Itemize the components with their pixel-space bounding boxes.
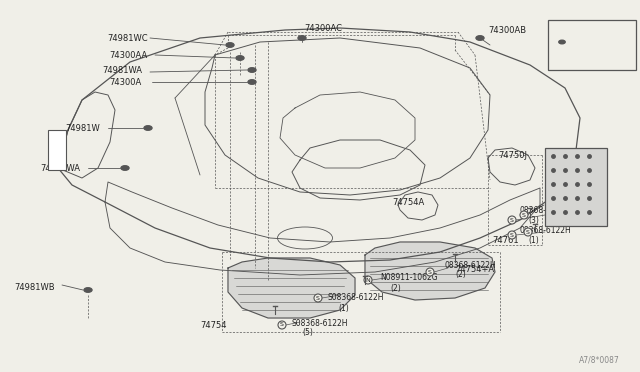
Text: S: S — [526, 230, 530, 234]
Polygon shape — [228, 258, 355, 318]
Text: 74300AB: 74300AB — [488, 26, 526, 35]
Circle shape — [364, 276, 372, 284]
Text: 08368-6122H: 08368-6122H — [520, 205, 572, 215]
Bar — [548, 20, 636, 70]
Circle shape — [508, 216, 516, 224]
Text: 74300AC: 74300AC — [304, 23, 342, 32]
Text: (5): (5) — [302, 328, 313, 337]
Text: (1): (1) — [338, 304, 349, 312]
Ellipse shape — [236, 56, 244, 60]
Text: N08911-1062G: N08911-1062G — [380, 273, 438, 282]
Text: (3): (3) — [528, 215, 539, 224]
Text: 74300A: 74300A — [109, 77, 142, 87]
Text: S08368-6122H: S08368-6122H — [292, 318, 349, 327]
Text: A7/8*0087: A7/8*0087 — [579, 356, 620, 365]
Circle shape — [314, 294, 322, 302]
Circle shape — [508, 231, 516, 239]
Text: -74981WD: -74981WD — [574, 38, 614, 46]
Text: (2): (2) — [455, 270, 466, 279]
Text: 74761: 74761 — [492, 235, 518, 244]
Text: (2): (2) — [390, 283, 401, 292]
Text: 74754+A: 74754+A — [455, 266, 494, 275]
Text: S: S — [428, 269, 432, 275]
Text: 74754: 74754 — [200, 321, 227, 330]
Circle shape — [426, 268, 434, 276]
Text: 08368-6122H: 08368-6122H — [520, 225, 572, 234]
Ellipse shape — [84, 288, 92, 292]
Text: S: S — [522, 212, 526, 218]
Text: 74300AA: 74300AA — [109, 51, 148, 60]
Text: 74754A: 74754A — [392, 198, 424, 206]
Text: 74750J: 74750J — [498, 151, 527, 160]
Ellipse shape — [226, 43, 234, 47]
Text: 74781: 74781 — [548, 164, 575, 173]
Polygon shape — [365, 242, 495, 300]
Circle shape — [524, 228, 532, 236]
Ellipse shape — [298, 36, 306, 40]
Text: S: S — [510, 232, 514, 237]
Bar — [545, 148, 607, 226]
Circle shape — [278, 321, 286, 329]
Bar — [48, 130, 66, 170]
Text: 74981WA: 74981WA — [102, 65, 142, 74]
Text: (1): (1) — [528, 235, 539, 244]
Text: 74981WA: 74981WA — [40, 164, 80, 173]
Text: S08368-6122H: S08368-6122H — [328, 294, 385, 302]
Text: 74981WB: 74981WB — [14, 283, 55, 292]
Text: 08368-6122H: 08368-6122H — [445, 260, 497, 269]
Text: N: N — [365, 278, 371, 282]
Ellipse shape — [559, 40, 565, 44]
Ellipse shape — [248, 68, 256, 72]
Text: S: S — [316, 295, 320, 301]
Ellipse shape — [248, 80, 256, 84]
Text: S: S — [510, 218, 514, 222]
Text: 74981W: 74981W — [65, 124, 100, 132]
Ellipse shape — [144, 126, 152, 130]
Text: S: S — [280, 323, 284, 327]
Circle shape — [520, 211, 528, 219]
Ellipse shape — [121, 166, 129, 170]
Ellipse shape — [476, 36, 484, 40]
Text: 74981WC: 74981WC — [108, 33, 148, 42]
